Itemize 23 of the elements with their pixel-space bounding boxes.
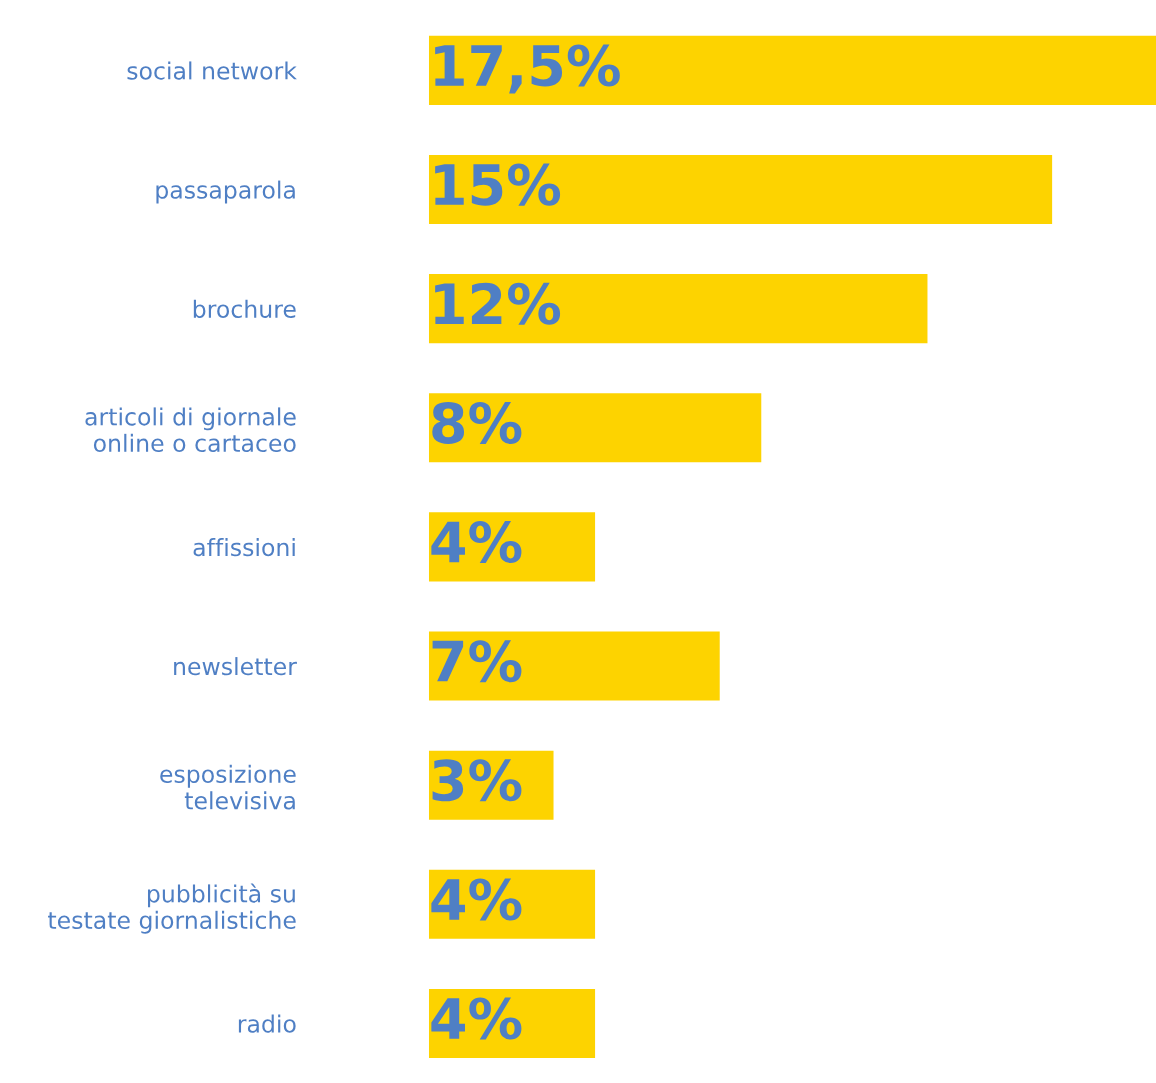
- y-tick-label: pubblicità su testate giornalistiche: [48, 883, 296, 934]
- bar: [428, 393, 762, 463]
- y-tick-label: articoli di giornale online o cartaceo: [85, 407, 296, 453]
- data-label: 8%: [432, 401, 522, 444]
- y-tick-label: brochure: [193, 299, 296, 318]
- y-tick-label: passaparola: [156, 180, 295, 204]
- bar: [428, 154, 1053, 225]
- y-tick-label: affissioni: [193, 537, 295, 557]
- data-label: 4%: [431, 997, 522, 1040]
- bar: [428, 274, 928, 344]
- bar: [428, 35, 1156, 105]
- data-label: 4%: [431, 878, 522, 921]
- y-tick-label: esposizione televisiva: [160, 764, 296, 810]
- y-tick-label: newsletter: [174, 657, 297, 676]
- data-label: 15%: [435, 163, 561, 206]
- data-label: 7%: [432, 640, 522, 683]
- data-label: 17,5%: [435, 44, 620, 94]
- data-label: 12%: [435, 282, 561, 325]
- data-label: 4%: [431, 521, 522, 564]
- y-tick-label: radio: [238, 1014, 296, 1033]
- y-tick-label: social network: [127, 61, 297, 80]
- bar: [428, 631, 720, 701]
- data-label: 3%: [432, 759, 522, 802]
